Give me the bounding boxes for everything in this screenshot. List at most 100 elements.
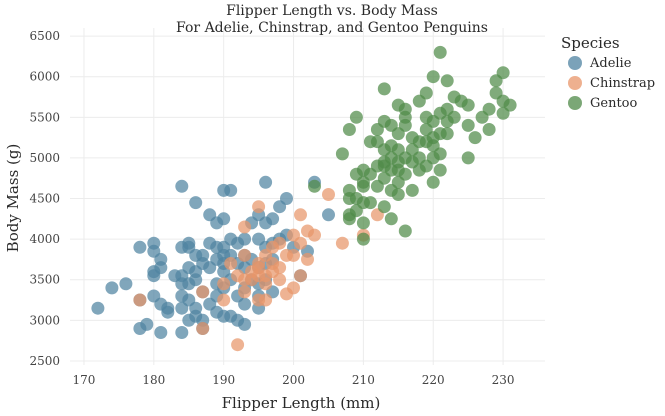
- data-point-chinstrap: [322, 188, 335, 201]
- legend-label: Chinstrap: [590, 76, 655, 91]
- y-tick-label: 6500: [29, 29, 60, 43]
- data-point-adelie: [238, 317, 252, 331]
- data-point-chinstrap: [301, 252, 314, 266]
- data-point-gentoo: [447, 90, 461, 104]
- grid-lines: [70, 28, 545, 365]
- legend-marker: [568, 76, 582, 90]
- data-point-chinstrap: [252, 200, 266, 214]
- data-point-chinstrap: [287, 248, 300, 262]
- data-point-gentoo: [384, 212, 398, 226]
- legend-label: Adelie: [589, 56, 632, 71]
- data-point-adelie: [175, 179, 189, 193]
- legend-item-gentoo[interactable]: Gentoo: [568, 96, 638, 111]
- x-tick-label: 170: [73, 373, 96, 387]
- data-point-gentoo: [356, 232, 370, 246]
- data-point-gentoo: [433, 45, 447, 59]
- legend[interactable]: Species Adelie Chinstrap Gentoo: [561, 34, 655, 111]
- data-point-gentoo: [419, 86, 433, 100]
- data-point-gentoo: [398, 102, 412, 116]
- x-tick-labels: 170 180 190 200 210 220 230: [73, 373, 515, 387]
- data-point-gentoo: [426, 70, 440, 84]
- data-point-adelie: [189, 196, 203, 210]
- data-point-adelie: [91, 301, 105, 315]
- data-point-adelie: [322, 208, 335, 222]
- data-point-chinstrap: [231, 338, 245, 352]
- y-tick-label: 3500: [29, 273, 60, 287]
- y-tick-label: 3000: [29, 313, 60, 327]
- data-point-adelie: [280, 192, 293, 205]
- data-point-gentoo: [377, 114, 391, 128]
- data-point-gentoo: [482, 123, 496, 136]
- x-tick-label: 190: [212, 373, 235, 387]
- data-point-adelie: [140, 317, 154, 331]
- data-point-gentoo: [419, 123, 433, 136]
- legend-marker: [568, 56, 582, 70]
- data-point-chinstrap: [273, 236, 287, 250]
- data-point-chinstrap: [217, 293, 231, 307]
- data-point-gentoo: [405, 183, 419, 197]
- data-point-gentoo: [461, 118, 475, 132]
- data-point-chinstrap: [259, 293, 273, 307]
- data-point-gentoo: [391, 188, 405, 201]
- data-point-gentoo: [342, 123, 356, 136]
- legend-label: Gentoo: [590, 96, 638, 111]
- data-point-gentoo: [426, 175, 440, 189]
- data-point-gentoo: [426, 139, 440, 153]
- data-point-gentoo: [384, 139, 398, 153]
- data-point-gentoo: [349, 110, 363, 124]
- data-point-chinstrap: [133, 293, 147, 307]
- data-point-gentoo: [433, 163, 447, 177]
- data-point-chinstrap: [259, 277, 273, 291]
- data-point-gentoo: [461, 151, 475, 165]
- data-point-gentoo: [468, 131, 482, 145]
- data-point-adelie: [238, 297, 252, 311]
- legend-item-adelie[interactable]: Adelie: [568, 56, 632, 71]
- data-point-gentoo: [377, 82, 391, 96]
- data-point-chinstrap: [224, 257, 238, 270]
- data-point-adelie: [224, 183, 238, 197]
- data-point-gentoo: [335, 147, 349, 161]
- data-point-adelie: [105, 281, 119, 295]
- data-point-adelie: [217, 212, 231, 226]
- legend-item-chinstrap[interactable]: Chinstrap: [568, 76, 655, 91]
- y-tick-labels: 2500 3000 3500 4000 4500 5000 5500 6000 6500: [29, 29, 60, 368]
- data-point-adelie: [266, 212, 280, 226]
- y-tick-label: 6000: [29, 70, 60, 84]
- data-point-adelie: [119, 277, 133, 291]
- x-tick-label: 230: [492, 373, 515, 387]
- chart-title: Flipper Length vs. Body Mass: [226, 3, 438, 19]
- data-point-chinstrap: [335, 236, 349, 250]
- data-point-adelie: [259, 175, 273, 189]
- data-point-gentoo: [398, 224, 412, 238]
- data-point-chinstrap: [252, 261, 266, 275]
- data-point-adelie: [238, 232, 252, 246]
- data-point-chinstrap: [273, 261, 287, 275]
- data-point-gentoo: [440, 114, 454, 128]
- data-point-adelie: [161, 305, 175, 319]
- data-point-gentoo: [503, 98, 517, 112]
- data-point-chinstrap: [196, 285, 210, 299]
- data-point-gentoo: [398, 118, 412, 132]
- data-point-chinstrap: [287, 281, 300, 295]
- data-point-chinstrap: [294, 269, 307, 283]
- data-point-chinstrap: [217, 277, 231, 291]
- data-point-gentoo: [363, 196, 377, 210]
- x-tick-label: 220: [422, 373, 445, 387]
- y-axis-label: Body Mass (g): [4, 144, 22, 253]
- data-point-gentoo: [356, 216, 370, 230]
- data-point-gentoo: [308, 179, 321, 193]
- data-point-chinstrap: [196, 322, 210, 335]
- y-tick-label: 2500: [29, 354, 60, 368]
- data-point-adelie: [154, 326, 168, 339]
- data-point-adelie: [133, 240, 147, 254]
- data-point-gentoo: [461, 98, 475, 112]
- y-tick-label: 4000: [29, 232, 60, 246]
- data-point-chinstrap: [238, 285, 252, 299]
- data-point-gentoo: [496, 66, 510, 80]
- data-point-adelie: [189, 273, 203, 287]
- data-point-chinstrap: [294, 236, 307, 250]
- data-points: [91, 45, 517, 352]
- data-point-adelie: [154, 261, 168, 275]
- y-tick-label: 5500: [29, 110, 60, 124]
